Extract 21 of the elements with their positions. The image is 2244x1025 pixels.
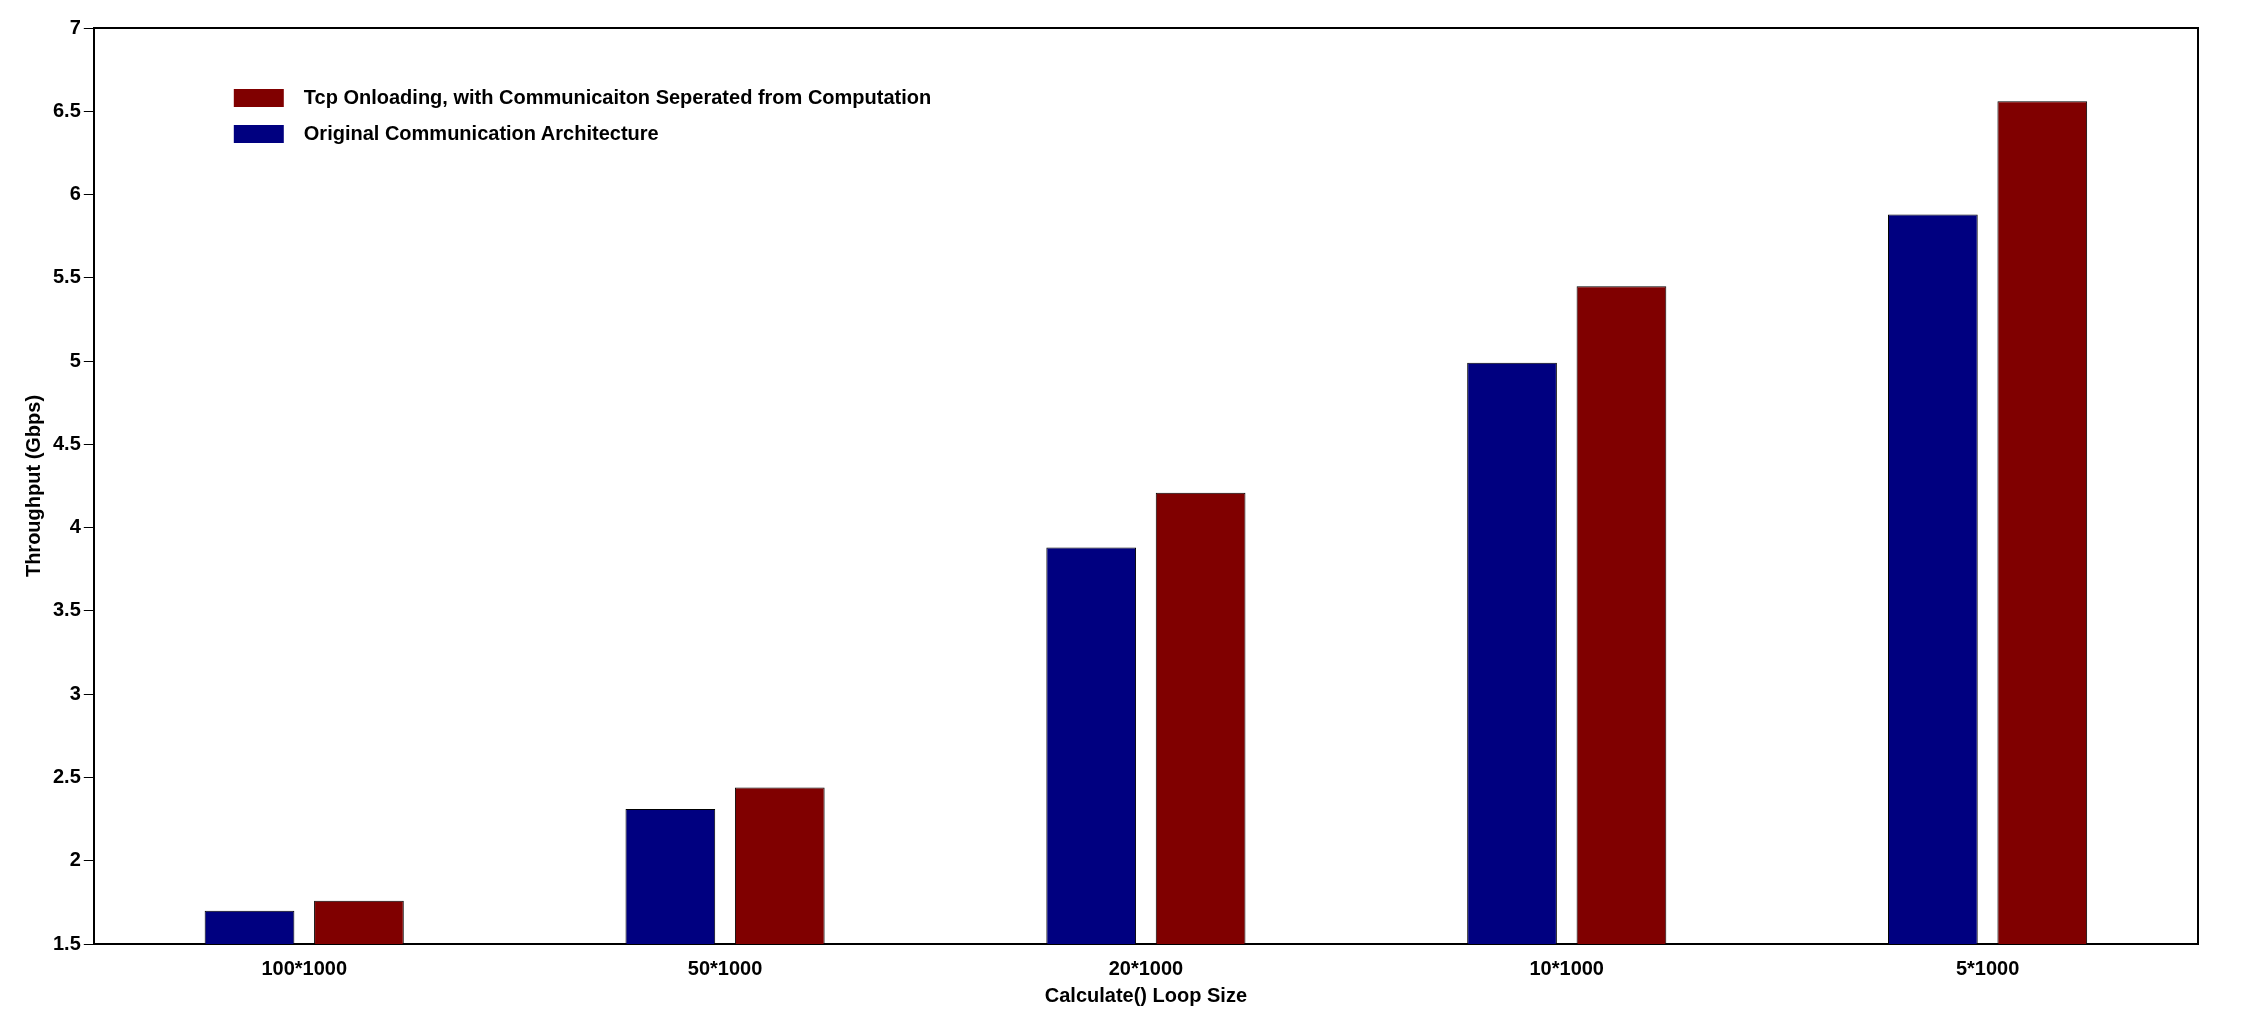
x-tick-label: 20*1000: [1108, 956, 1184, 979]
x-axis-title: Calculate() Loop Size: [1044, 983, 1248, 1006]
y-tick-label: 5: [69, 348, 81, 371]
y-tick-label: 4.5: [52, 431, 81, 454]
x-tick-label: 50*1000: [687, 956, 763, 979]
y-tick-label: 4: [69, 515, 82, 538]
y-tick-label: 2.5: [52, 764, 81, 787]
y-tick-label: 6.5: [52, 98, 81, 121]
y-tick-label: 6: [69, 182, 81, 205]
x-tick-label: 5*1000: [1955, 956, 2020, 979]
y-axis-title: Throughput (Gbps): [21, 394, 44, 578]
y-tick-label: 5.5: [52, 265, 81, 288]
y-tick-label: 3.5: [52, 598, 81, 621]
y-tick-label: 7: [69, 15, 81, 38]
y-tick-label: 2: [69, 848, 81, 871]
legend-label: Original Communication Architecture: [303, 121, 659, 144]
y-tick-label: 3: [69, 681, 81, 704]
x-tick-label: 100*1000: [261, 956, 348, 979]
y-tick-label: 1.5: [52, 931, 81, 954]
legend-label: Tcp Onloading, with Communicaiton Seperated from Computation: [303, 85, 932, 108]
x-tick-label: 10*1000: [1529, 956, 1605, 979]
